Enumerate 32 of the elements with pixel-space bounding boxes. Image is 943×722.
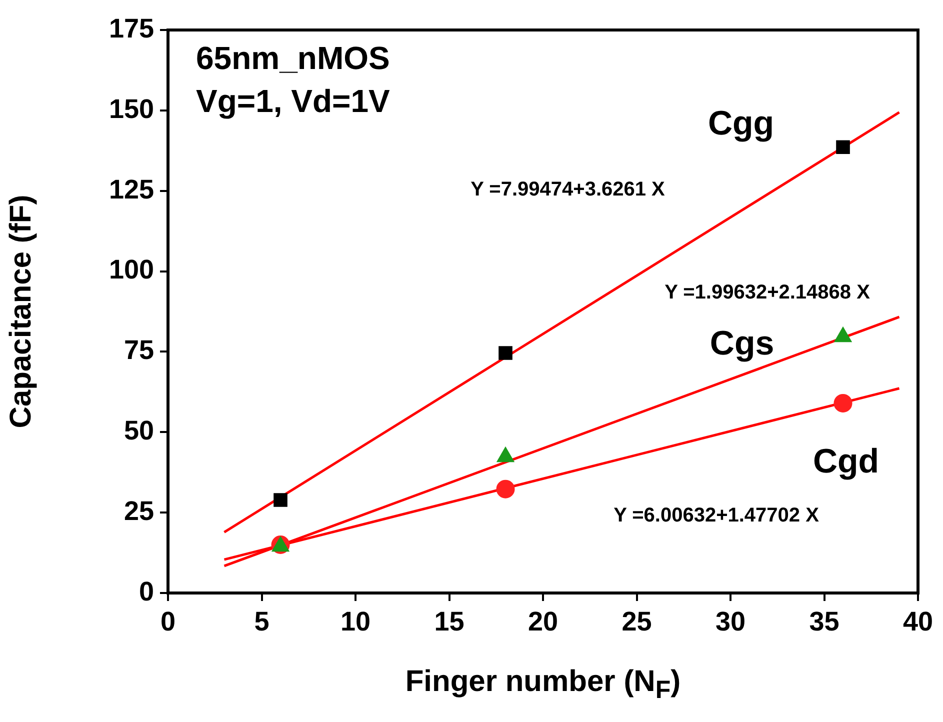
series-label: Cgg <box>708 104 774 142</box>
point <box>834 394 852 412</box>
point <box>274 493 288 507</box>
point <box>836 140 850 154</box>
annotation: Vg=1, Vd=1V <box>196 82 391 119</box>
y-tick-label: 175 <box>108 13 154 44</box>
annotation: Y =1.99632+2.14868 X <box>664 281 871 304</box>
x-tick-label: 20 <box>528 606 558 637</box>
x-tick-label: 30 <box>715 606 746 637</box>
y-tick-label: 50 <box>124 416 154 446</box>
annotation: Y =6.00632+1.47702 X <box>614 504 820 526</box>
x-tick-label: 5 <box>254 606 270 637</box>
x-tick-label: 15 <box>434 606 464 637</box>
x-axis-title: Finger number (N$_{F}$) <box>404 665 682 705</box>
y-tick-label: 125 <box>108 174 154 204</box>
annotation: 65nm_nMOS <box>196 40 390 76</box>
x-tick-label: 0 <box>160 606 176 637</box>
x-tick-label: 25 <box>622 606 652 637</box>
y-tick-label: 100 <box>108 254 154 285</box>
x-tick-label: 10 <box>340 606 371 637</box>
y-tick-label: 75 <box>124 335 154 366</box>
y-tick-label: 0 <box>138 576 154 606</box>
series-label: Cgs <box>710 324 774 362</box>
series-label: Cgd <box>812 442 880 481</box>
y-tick-label: 25 <box>124 496 154 526</box>
y-axis-title: Capacitance (fF) <box>4 194 38 428</box>
x-tick-label: 35 <box>809 606 840 637</box>
x-tick-label: 40 <box>902 606 934 637</box>
point <box>496 480 515 498</box>
annotation: Y =7.99474+3.6261 X <box>470 178 666 200</box>
y-tick-label: 150 <box>108 94 154 124</box>
point <box>498 346 512 360</box>
